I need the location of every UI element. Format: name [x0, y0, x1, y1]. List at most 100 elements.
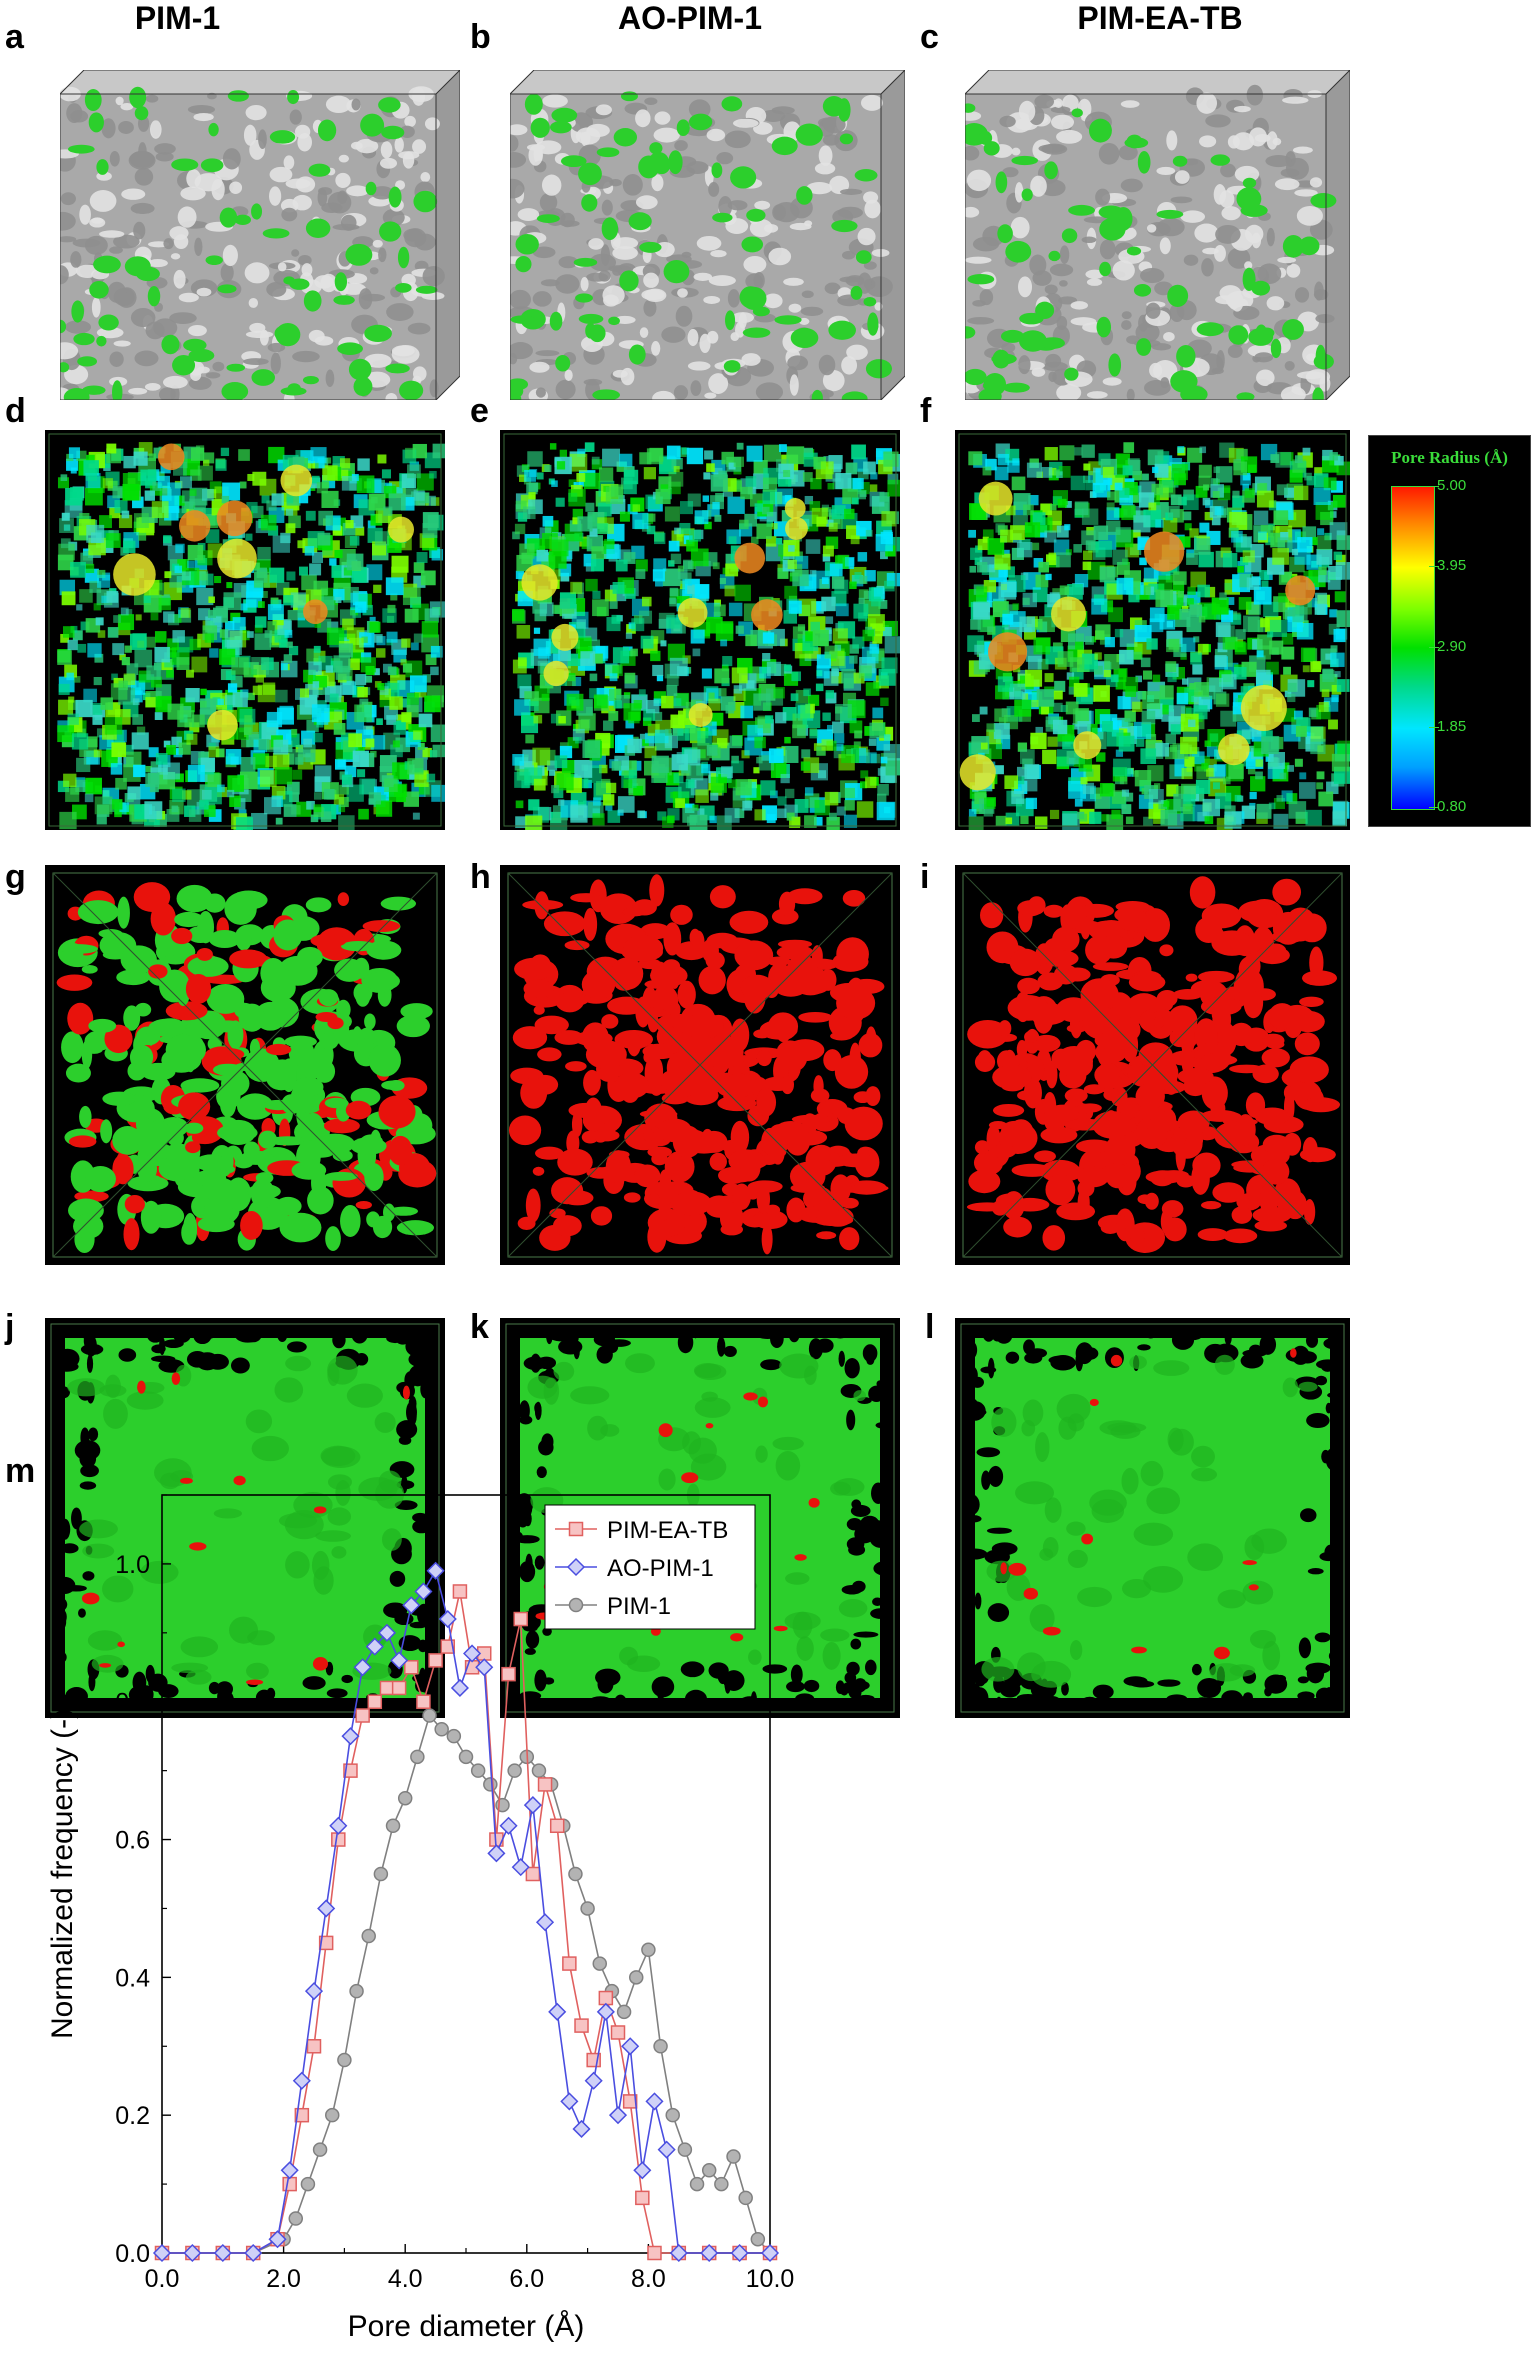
data-point — [636, 2191, 649, 2204]
panel-e-aopim1-pore-radius-map — [500, 430, 900, 830]
data-point — [612, 2026, 625, 2039]
colorbar-tick-1-85: 1.85 — [1437, 718, 1517, 735]
data-point — [423, 1709, 436, 1722]
panel-h-aopim1-connectivity-render — [500, 865, 900, 1265]
data-point — [569, 1868, 582, 1881]
data-point — [634, 2162, 650, 2178]
colorbar-tick-3-95: 3.95 — [1437, 557, 1517, 574]
data-point — [646, 2093, 662, 2109]
data-point — [405, 1661, 418, 1674]
x-tick-label: 8.0 — [631, 2265, 666, 2293]
data-point — [563, 1957, 576, 1970]
panel-label-l: l — [925, 1308, 934, 1347]
y-tick-label: 0.8 — [115, 1689, 150, 1717]
data-point — [447, 1730, 460, 1743]
column-title-pim-1: PIM-1 — [0, 0, 355, 37]
data-point — [374, 1868, 387, 1881]
series-line-pim-1 — [162, 1716, 770, 2253]
data-point — [330, 1818, 346, 1834]
data-point — [598, 2004, 614, 2020]
colorbar-gradient — [1391, 486, 1435, 810]
data-point — [411, 1750, 424, 1763]
legend-marker — [570, 1599, 583, 1612]
panel-label-b: b — [470, 18, 491, 57]
data-point — [593, 1957, 606, 1970]
data-point — [525, 1797, 541, 1813]
data-point — [727, 2150, 740, 2163]
y-tick-label: 0.0 — [115, 2240, 150, 2268]
colorbar-tick-5: 5.00 — [1437, 477, 1517, 494]
panel-c-pimeatb-box-render — [965, 70, 1350, 400]
data-point — [472, 1764, 485, 1777]
panel-label-c: c — [920, 18, 939, 57]
legend-marker — [570, 1523, 583, 1536]
column-title-pim-ea-tb: PIM-EA-TB — [970, 0, 1350, 37]
data-point — [532, 1764, 545, 1777]
panel-label-e: e — [470, 392, 489, 431]
y-axis-label: Normalized frequency (-) — [46, 1709, 79, 2039]
data-point — [484, 1778, 497, 1791]
data-point — [648, 2247, 661, 2260]
data-point — [502, 1668, 515, 1681]
data-point — [703, 2164, 716, 2177]
panel-l-pimeatb-connectivity-2 — [955, 1318, 1350, 1718]
data-point — [435, 1723, 448, 1736]
data-point — [659, 2142, 675, 2158]
panel-a-pim1-box — [60, 70, 460, 400]
panel-d-pim1-pore-radius-map — [45, 430, 445, 830]
x-tick-label: 4.0 — [388, 2265, 423, 2293]
legend-label: PIM-EA-TB — [607, 1517, 728, 1544]
panel-l-pimeatb-connectivity-2-render — [955, 1318, 1350, 1718]
data-point — [618, 2005, 631, 2018]
data-point — [355, 1659, 371, 1675]
data-point — [551, 1819, 564, 1832]
data-point — [666, 2109, 679, 2122]
panel-g-pim1-connectivity — [45, 865, 445, 1265]
data-point — [575, 2019, 588, 2032]
data-point — [678, 2143, 691, 2156]
data-point — [691, 2178, 704, 2191]
data-point — [549, 2004, 565, 2020]
legend-label: PIM-1 — [607, 1593, 671, 1620]
panel-d-pim1-pore-radius-map-render — [45, 430, 445, 830]
data-point — [452, 1680, 468, 1696]
data-point — [501, 1818, 517, 1834]
panel-label-h: h — [470, 858, 491, 897]
data-point — [417, 1695, 430, 1708]
panel-b-aopim1-box-render — [510, 70, 905, 400]
x-axis-label: Pore diameter (Å) — [348, 2310, 585, 2343]
data-point — [393, 1681, 406, 1694]
colorbar-tick-0-8: 0.80 — [1437, 798, 1517, 815]
data-point — [508, 1764, 521, 1777]
x-tick-label: 0.0 — [145, 2265, 180, 2293]
x-tick-label: 10.0 — [746, 2265, 795, 2293]
data-point — [308, 2040, 321, 2053]
data-point — [326, 2109, 339, 2122]
data-point — [318, 1900, 334, 1916]
data-point — [314, 2143, 327, 2156]
x-tick-label: 2.0 — [266, 2265, 301, 2293]
panel-label-g: g — [5, 858, 26, 897]
data-point — [332, 1833, 345, 1846]
data-point — [561, 2093, 577, 2109]
panel-label-i: i — [920, 858, 929, 897]
panel-e-aopim1-pore-radius-map-render — [500, 430, 900, 830]
data-point — [586, 2073, 602, 2089]
data-point — [642, 1943, 655, 1956]
data-point — [574, 2121, 590, 2137]
data-point — [739, 2191, 752, 2204]
data-point — [368, 1695, 381, 1708]
panel-f-pimeatb-pore-radius-map — [955, 430, 1350, 830]
data-point — [362, 1930, 375, 1943]
y-tick-label: 0.2 — [115, 2102, 150, 2130]
panel-a-pim1-box-render — [60, 70, 460, 400]
data-point — [356, 1709, 369, 1722]
data-point — [283, 2178, 296, 2191]
panel-b-aopim1-box — [510, 70, 905, 400]
data-point — [387, 1819, 400, 1832]
data-point — [399, 1792, 412, 1805]
data-point — [654, 2040, 667, 2053]
panel-label-d: d — [5, 392, 26, 431]
